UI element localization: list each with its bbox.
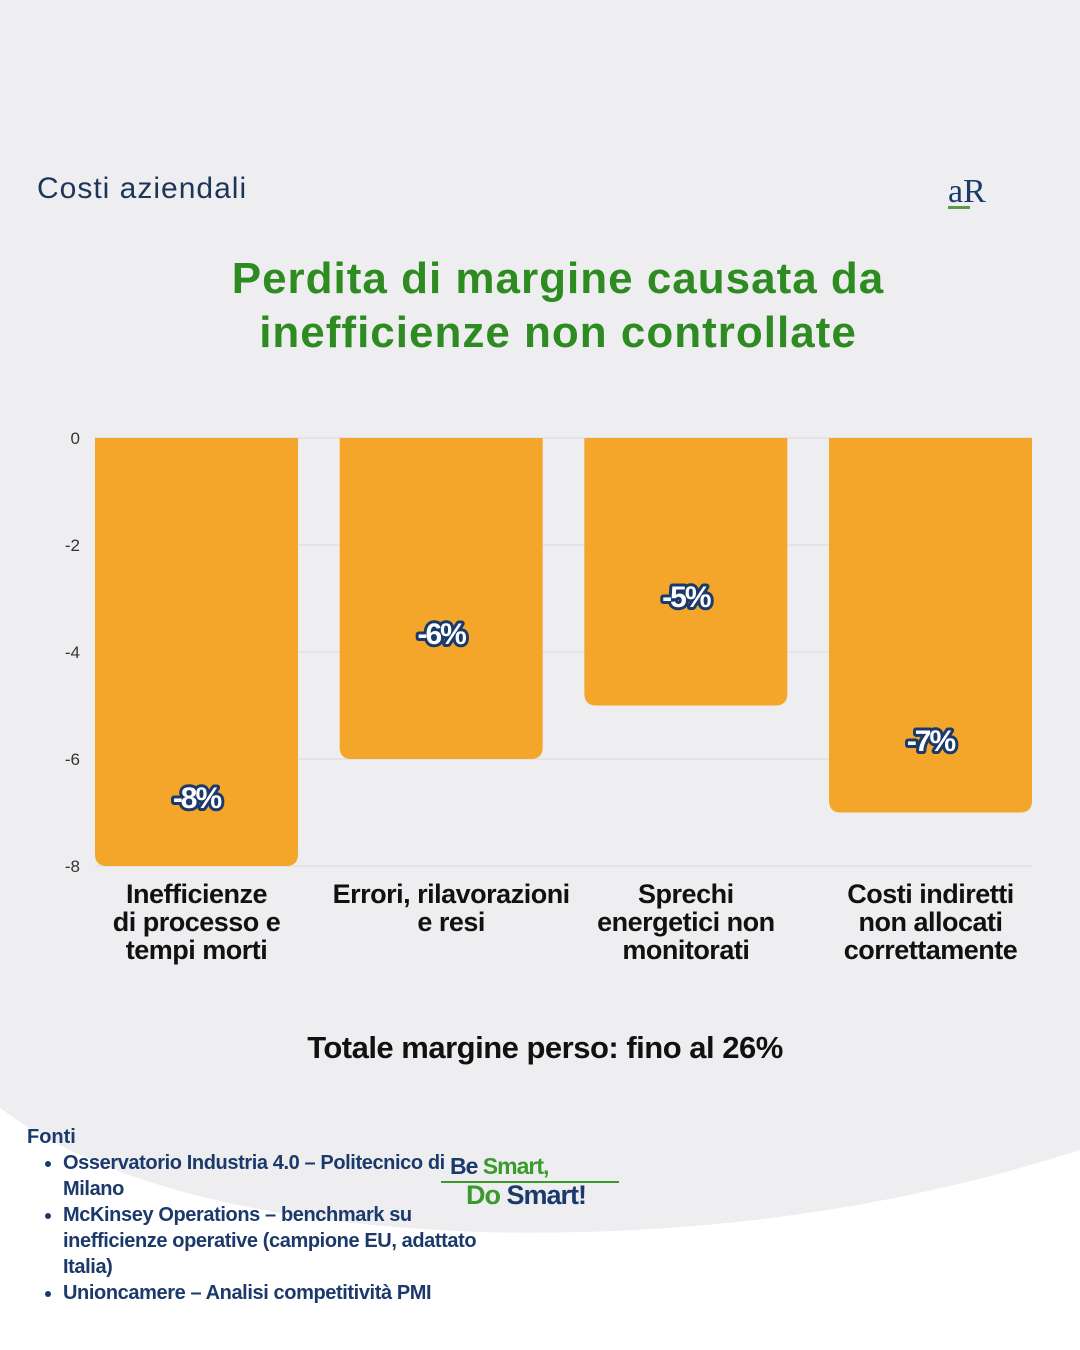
data-label: -8% bbox=[173, 782, 222, 815]
slogan-smart-2: Smart! bbox=[506, 1180, 588, 1210]
slogan-line-1: Be Smart, bbox=[450, 1153, 550, 1180]
bar bbox=[95, 438, 298, 866]
category-line: tempi morti bbox=[125, 935, 268, 965]
bar bbox=[584, 438, 788, 706]
y-tick-label: -8 bbox=[65, 857, 80, 876]
category-line: correttamente bbox=[843, 935, 1018, 965]
sources-heading: Fonti bbox=[27, 1126, 76, 1148]
category-line: Sprechi bbox=[638, 879, 734, 909]
category-line: Inefficienze bbox=[125, 879, 268, 909]
sources-list: Osservatorio Industria 4.0 – Politecnico… bbox=[30, 1150, 483, 1306]
x-category-label: Errori, rilavorazioni e resi bbox=[326, 880, 576, 936]
slogan-do: Do bbox=[466, 1180, 501, 1210]
source-item: McKinsey Operations – benchmark su ineff… bbox=[63, 1202, 483, 1280]
x-category-label: Sprechi energetici non monitorati bbox=[561, 880, 811, 964]
category-line: di processo e bbox=[112, 907, 281, 937]
section-label: Costi aziendali bbox=[37, 172, 248, 205]
slogan-be: Be bbox=[450, 1153, 478, 1179]
y-tick-label: -6 bbox=[65, 750, 80, 769]
y-tick-label: -2 bbox=[65, 536, 80, 555]
data-label: -6% bbox=[417, 618, 466, 651]
category-line: e resi bbox=[417, 907, 485, 937]
chart-title: Perdita di margine causata da inefficien… bbox=[0, 252, 1080, 360]
x-category-label: Inefficienze di processo e tempi morti bbox=[72, 880, 322, 964]
category-line: non allocati bbox=[858, 907, 1003, 937]
logo-text: aR bbox=[948, 173, 986, 210]
slogan-divider bbox=[441, 1181, 619, 1183]
bar-chart: 0 -2 -4 -6 -8 -8% -6% -5% -7% bbox=[65, 429, 1032, 876]
logo: aR bbox=[948, 173, 986, 210]
title-line-2: inefficienze non controllate bbox=[259, 308, 857, 357]
bar bbox=[829, 438, 1032, 813]
category-line: Errori, rilavorazioni bbox=[332, 879, 571, 909]
category-line: energetici non bbox=[597, 907, 775, 937]
source-item: Unioncamere – Analisi competitività PMI bbox=[63, 1280, 483, 1306]
slogan-smart: Smart, bbox=[482, 1153, 550, 1179]
slogan-line-2: Do Smart! bbox=[466, 1180, 588, 1211]
data-label: -7% bbox=[907, 725, 956, 758]
y-tick-label: 0 bbox=[71, 429, 80, 448]
total-text: Totale margine perso: fino al 26% bbox=[307, 1030, 783, 1065]
data-label: -5% bbox=[662, 581, 711, 614]
bar bbox=[339, 438, 543, 759]
x-category-label: Costi indiretti non allocati correttamente bbox=[806, 880, 1056, 964]
category-line: monitorati bbox=[622, 935, 750, 965]
y-tick-label: -4 bbox=[65, 643, 80, 662]
category-line: Costi indiretti bbox=[847, 879, 1014, 909]
title-line-1: Perdita di margine causata da bbox=[231, 254, 885, 303]
source-item: Osservatorio Industria 4.0 – Politecnico… bbox=[63, 1150, 483, 1202]
